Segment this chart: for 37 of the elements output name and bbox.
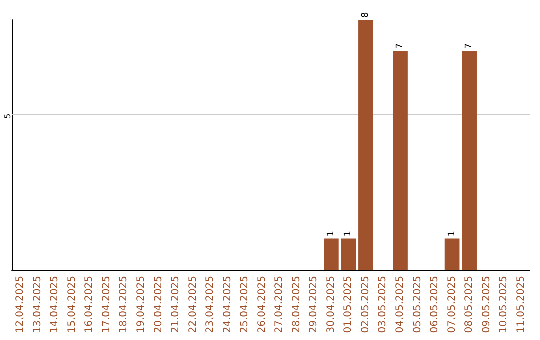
data-label: 8 [360, 12, 371, 18]
x-tick-label: 25.04.2025 [240, 276, 251, 334]
ref-line-label: 5 [4, 114, 12, 119]
x-tick-label: 22.04.2025 [188, 276, 199, 334]
data-label: 7 [464, 44, 475, 50]
x-tick-label: 18.04.2025 [118, 276, 130, 334]
x-tick-label: 16.04.2025 [84, 276, 96, 334]
data-label: 1 [344, 231, 354, 237]
x-tick-label: 26.04.2025 [256, 276, 268, 334]
x-tick-label: 24.04.2025 [222, 276, 234, 334]
x-tick-label: 06.05.2025 [430, 276, 441, 334]
x-tick-label: 28.04.2025 [291, 276, 302, 334]
x-tick-label: 17.04.2025 [101, 276, 112, 334]
data-label: 7 [396, 44, 406, 50]
x-tick-label: 02.05.2025 [360, 276, 372, 334]
x-tick-label: 21.04.2025 [170, 276, 182, 334]
x-tick-label: 30.04.2025 [326, 276, 337, 334]
x-tick-label: 19.04.2025 [136, 276, 147, 334]
x-tick-label: 07.05.2025 [446, 276, 458, 334]
x-tick-label: 23.04.2025 [205, 276, 216, 334]
x-tick-label: 05.05.2025 [412, 276, 424, 334]
x-tick-label: 09.05.2025 [481, 276, 492, 334]
x-tick-label: 11.05.2025 [516, 276, 527, 334]
x-tick-label: 27.04.2025 [274, 276, 286, 334]
x-tick-label: 14.04.2025 [50, 276, 61, 334]
x-tick-label: 20.04.2025 [153, 276, 164, 334]
x-tick-label: 15.04.2025 [66, 276, 78, 334]
data-label: 1 [326, 231, 336, 237]
data-label: 1 [447, 231, 458, 237]
x-tick-label: 10.05.2025 [498, 276, 510, 334]
x-tick-label: 04.05.2025 [395, 276, 406, 334]
x-tick-label: 03.05.2025 [378, 276, 389, 334]
x-tick-label: 01.05.2025 [343, 276, 354, 334]
x-tick-label: 13.04.2025 [32, 276, 44, 334]
x-tick-label: 29.04.2025 [308, 276, 320, 334]
x-tick-label: 12.04.2025 [15, 276, 26, 334]
x-tick-label: 08.05.2025 [464, 276, 476, 334]
